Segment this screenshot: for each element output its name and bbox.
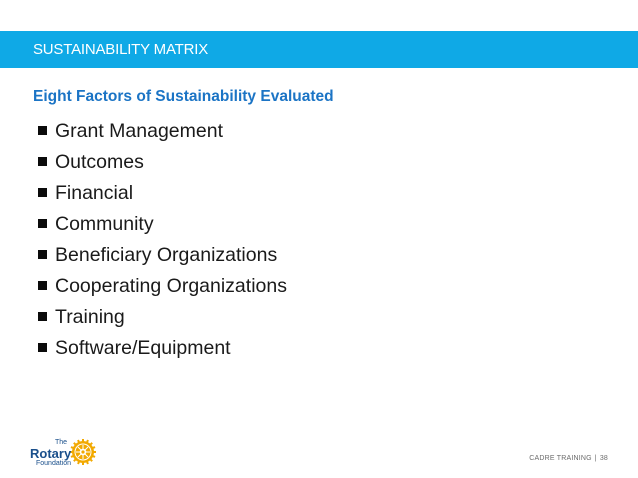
list-item: Community: [38, 209, 287, 240]
square-bullet-icon: [38, 343, 47, 352]
logo-rotary-text: Rotary: [30, 446, 72, 461]
footer-label: CADRE TRAINING: [529, 455, 592, 462]
slide-title: SUSTAINABILITY MATRIX: [33, 41, 209, 58]
list-item-label: Training: [55, 306, 125, 328]
list-item-label: Grant Management: [55, 120, 224, 142]
list-item-label: Community: [55, 213, 154, 235]
square-bullet-icon: [38, 188, 47, 197]
logo-foundation-text: Foundation: [36, 460, 72, 467]
rotary-wheel-icon: [70, 439, 96, 465]
list-item-label: Cooperating Organizations: [55, 275, 287, 297]
list-item: Grant Management: [38, 116, 287, 147]
header-bar: [0, 31, 638, 68]
list-item-label: Software/Equipment: [55, 337, 231, 359]
square-bullet-icon: [38, 281, 47, 290]
list-item-label: Financial: [55, 182, 134, 204]
list-item: Outcomes: [38, 147, 287, 178]
list-item: Beneficiary Organizations: [38, 240, 287, 271]
list-item: Software/Equipment: [38, 333, 287, 364]
logo-the-text: The: [55, 439, 68, 446]
slide-subtitle: Eight Factors of Sustainability Evaluate…: [33, 88, 334, 105]
list-item: Financial: [38, 178, 287, 209]
square-bullet-icon: [38, 157, 47, 166]
list-item-label: Beneficiary Organizations: [55, 244, 278, 266]
square-bullet-icon: [38, 250, 47, 259]
list-item-label: Outcomes: [55, 151, 144, 173]
page-number: 38: [599, 455, 608, 462]
square-bullet-icon: [38, 219, 47, 228]
footer: CADRE TRAINING | 38: [529, 455, 608, 462]
factor-list: Grant Management Outcomes Financial Comm…: [38, 116, 287, 364]
list-item: Training: [38, 302, 287, 333]
square-bullet-icon: [38, 126, 47, 135]
list-item: Cooperating Organizations: [38, 271, 287, 302]
square-bullet-icon: [38, 312, 47, 321]
footer-separator: |: [594, 455, 597, 462]
